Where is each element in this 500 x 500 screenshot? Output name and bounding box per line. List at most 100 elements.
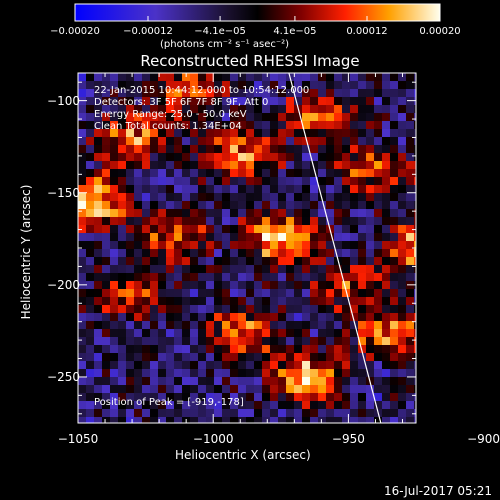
heatmap-cell (198, 305, 206, 313)
heatmap-cell (382, 297, 390, 305)
heatmap-cell (270, 321, 278, 329)
heatmap-cell (270, 337, 278, 345)
heatmap-cell (246, 361, 254, 369)
heatmap-cell (366, 217, 374, 225)
heatmap-cell (142, 249, 150, 257)
heatmap-cell (414, 145, 416, 153)
heatmap-cell (150, 257, 158, 265)
heatmap-cell (86, 185, 94, 193)
heatmap-cell (286, 321, 294, 329)
heatmap-cell (382, 113, 390, 121)
heatmap-cell (110, 273, 118, 281)
heatmap-cell (310, 145, 318, 153)
heatmap-cell (254, 249, 262, 257)
heatmap-cell (270, 89, 278, 97)
heatmap-cell (390, 313, 398, 321)
heatmap-cell (126, 321, 134, 329)
heatmap-cell (78, 113, 86, 121)
heatmap-cell (94, 417, 102, 423)
heatmap-cell (414, 337, 416, 345)
heatmap-cell (206, 241, 214, 249)
heatmap-cell (278, 169, 286, 177)
heatmap-cell (150, 241, 158, 249)
heatmap-cell (302, 345, 310, 353)
heatmap-cell (190, 385, 198, 393)
heatmap-cell (222, 417, 230, 423)
heatmap-cell (398, 129, 406, 137)
heatmap-cell (366, 177, 374, 185)
heatmap-cell (414, 257, 416, 265)
heatmap-cell (318, 361, 326, 369)
heatmap-cell (318, 265, 326, 273)
heatmap-cell (110, 417, 118, 423)
heatmap-cell (294, 409, 302, 417)
heatmap-cell (102, 241, 110, 249)
heatmap-cell (326, 265, 334, 273)
heatmap-cell (254, 241, 262, 249)
heatmap-cell (94, 281, 102, 289)
heatmap-cell (118, 193, 126, 201)
heatmap-cell (278, 377, 286, 385)
heatmap-cell (110, 393, 118, 401)
heatmap-cell (326, 297, 334, 305)
heatmap-cell (166, 121, 174, 129)
heatmap-cell (406, 377, 414, 385)
heatmap-cell (150, 193, 158, 201)
heatmap-cell (86, 193, 94, 201)
heatmap-cell (358, 401, 366, 409)
heatmap-cell (406, 145, 414, 153)
heatmap-cell (230, 361, 238, 369)
heatmap-cell (118, 169, 126, 177)
heatmap-cell (246, 105, 254, 113)
heatmap-cell (230, 201, 238, 209)
heatmap-cell (286, 217, 294, 225)
colorbar-tick-label: −4.1e−05 (194, 26, 246, 37)
heatmap-cell (366, 281, 374, 289)
heatmap-cell (142, 265, 150, 273)
heatmap-cell (286, 225, 294, 233)
heatmap-cell (246, 217, 254, 225)
heatmap-cell (358, 329, 366, 337)
heatmap-cell (230, 281, 238, 289)
heatmap-cell (286, 193, 294, 201)
heatmap-cell (166, 361, 174, 369)
heatmap-cell (158, 233, 166, 241)
heatmap-cell (286, 401, 294, 409)
heatmap-cell (102, 129, 110, 137)
heatmap-cell (94, 329, 102, 337)
heatmap-cell (254, 97, 262, 105)
heatmap-cell (390, 81, 398, 89)
heatmap-cell (326, 89, 334, 97)
heatmap-cell (286, 185, 294, 193)
heatmap-cell (222, 385, 230, 393)
heatmap-cell (134, 353, 142, 361)
heatmap-cell (94, 89, 102, 97)
heatmap-cell (358, 273, 366, 281)
heatmap-cell (166, 201, 174, 209)
heatmap-cell (94, 265, 102, 273)
heatmap-cell (214, 169, 222, 177)
heatmap-cell (150, 217, 158, 225)
heatmap-cell (158, 217, 166, 225)
heatmap-cell (318, 281, 326, 289)
heatmap-cell (198, 385, 206, 393)
heatmap-cell (406, 393, 414, 401)
heatmap-cell (102, 185, 110, 193)
heatmap-cell (318, 257, 326, 265)
heatmap-cell (134, 193, 142, 201)
heatmap-cell (142, 321, 150, 329)
heatmap-cell (94, 161, 102, 169)
heatmap-cell (342, 121, 350, 129)
heatmap-cell (294, 257, 302, 265)
heatmap-cell (326, 129, 334, 137)
heatmap-cell (270, 73, 278, 81)
heatmap-cell (246, 329, 254, 337)
heatmap-cell (398, 121, 406, 129)
heatmap-cell (182, 393, 190, 401)
heatmap-cell (270, 201, 278, 209)
heatmap-cell (182, 257, 190, 265)
heatmap-cell (350, 97, 358, 105)
heatmap-cell (390, 337, 398, 345)
heatmap-cell (142, 345, 150, 353)
heatmap-cell (134, 105, 142, 113)
